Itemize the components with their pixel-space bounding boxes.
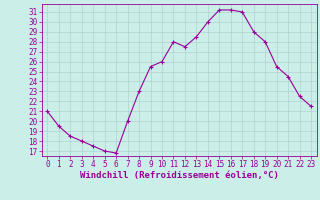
X-axis label: Windchill (Refroidissement éolien,°C): Windchill (Refroidissement éolien,°C) — [80, 171, 279, 180]
